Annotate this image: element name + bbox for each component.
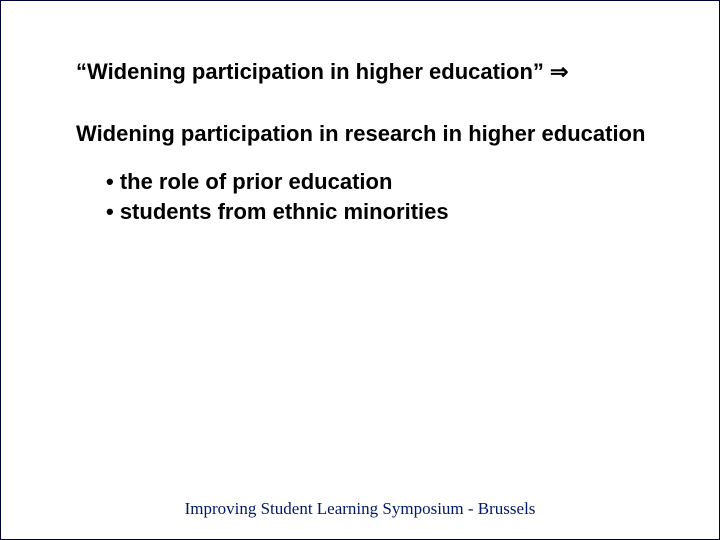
bullet-item-2: • students from ethnic minorities (106, 199, 449, 225)
bullet-item-1: • the role of prior education (106, 169, 392, 195)
heading-line-2: Widening participation in research in hi… (76, 121, 645, 147)
heading-line-1: “Widening participation in higher educat… (76, 59, 568, 85)
slide-frame: “Widening participation in higher educat… (0, 0, 720, 540)
footer-text: Improving Student Learning Symposium - B… (1, 499, 719, 519)
